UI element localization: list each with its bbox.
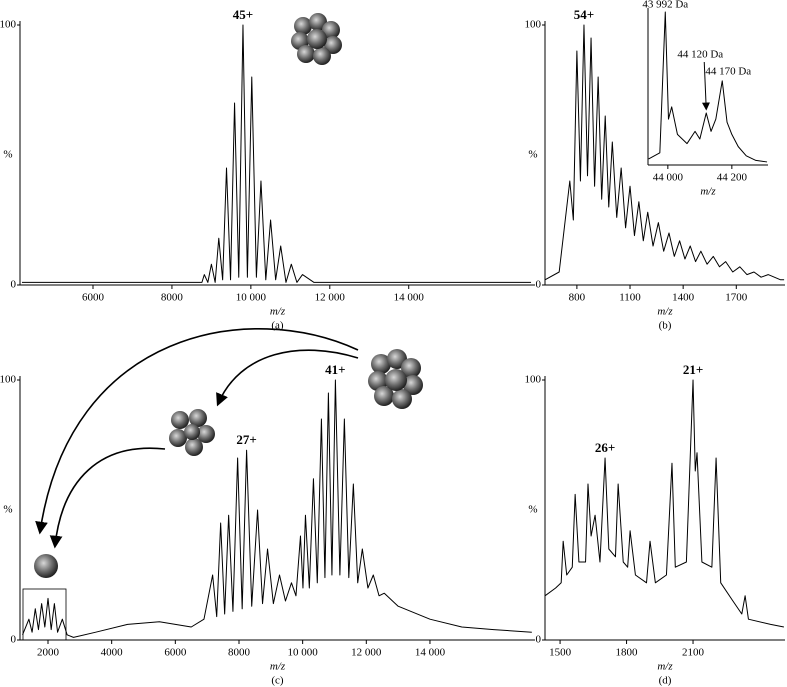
x-tick-label: 6000 xyxy=(164,647,187,659)
y-axis-label: % xyxy=(528,504,537,516)
y-tick-label: 100 xyxy=(525,374,542,386)
x-tick-label: 10 000 xyxy=(236,292,267,304)
y-tick-label: 0 xyxy=(536,634,542,646)
x-tick-label: 1500 xyxy=(549,647,572,659)
monomer-icon xyxy=(34,554,58,578)
x-tick-label: 10 000 xyxy=(288,647,319,659)
y-tick-label: 100 xyxy=(0,374,17,386)
x-tick-label: 1700 xyxy=(725,292,748,304)
x-tick-label: 12 000 xyxy=(351,647,382,659)
peak-label: 45+ xyxy=(233,7,253,22)
cluster-icon-medium xyxy=(169,409,215,456)
spectrum-line xyxy=(22,379,532,638)
x-tick-label: 6000 xyxy=(82,292,105,304)
x-tick-label: 2000 xyxy=(37,647,60,659)
x-tick-label: 1800 xyxy=(616,647,639,659)
x-tick-label: 44 200 xyxy=(717,172,748,184)
arrows xyxy=(35,328,359,549)
y-tick-label: 100 xyxy=(0,19,17,31)
peak-label: 44 170 Da xyxy=(705,65,751,77)
peak-label: 54+ xyxy=(574,7,594,22)
caption: (c) xyxy=(271,675,284,687)
caption: (b) xyxy=(659,320,672,332)
zoom-box xyxy=(22,588,67,641)
x-tick-label: 4000 xyxy=(101,647,124,659)
spectrum-line xyxy=(544,24,785,281)
peak-label: 41+ xyxy=(325,362,345,377)
y-tick-label: 0 xyxy=(11,634,17,646)
caption: (a) xyxy=(271,320,284,332)
y-axis-label: % xyxy=(3,149,12,161)
y-tick-label: 0 xyxy=(536,279,542,291)
x-tick-label: 12 000 xyxy=(315,292,346,304)
x-axis-label: m/z xyxy=(657,306,673,318)
x-tick-label: 1100 xyxy=(619,292,641,304)
spectrum-line xyxy=(544,379,784,628)
x-tick-label: 800 xyxy=(569,292,586,304)
peak-label: 43 992 Da xyxy=(642,0,688,11)
caption: (d) xyxy=(659,675,672,687)
y-tick-label: 100 xyxy=(525,19,542,31)
x-tick-label: 44 000 xyxy=(653,172,684,184)
x-tick-label: 14 000 xyxy=(394,292,425,304)
x-axis-label: m/z xyxy=(270,306,286,318)
peak-label: 21+ xyxy=(683,362,703,377)
cluster-icon-large xyxy=(291,13,342,65)
x-tick-label: 14 000 xyxy=(415,647,446,659)
y-axis-label: % xyxy=(528,149,537,161)
x-tick-label: 2100 xyxy=(682,647,705,659)
annotation-arrow xyxy=(701,61,710,111)
x-axis-label: m/z xyxy=(700,186,716,198)
peak-label: 44 120 Da xyxy=(677,49,723,61)
x-tick-label: 8000 xyxy=(228,647,251,659)
peak-label: 26+ xyxy=(595,440,615,455)
x-tick-label: 8000 xyxy=(161,292,184,304)
x-axis-label: m/z xyxy=(657,661,673,673)
spectrum-line xyxy=(21,24,532,283)
y-tick-label: 0 xyxy=(11,279,17,291)
cluster-icon-large xyxy=(368,349,423,409)
x-tick-label: 1400 xyxy=(672,292,695,304)
y-axis-label: % xyxy=(3,504,12,516)
peak-label: 27+ xyxy=(236,432,256,447)
spectrum-line xyxy=(648,11,768,163)
x-axis-label: m/z xyxy=(270,661,286,673)
